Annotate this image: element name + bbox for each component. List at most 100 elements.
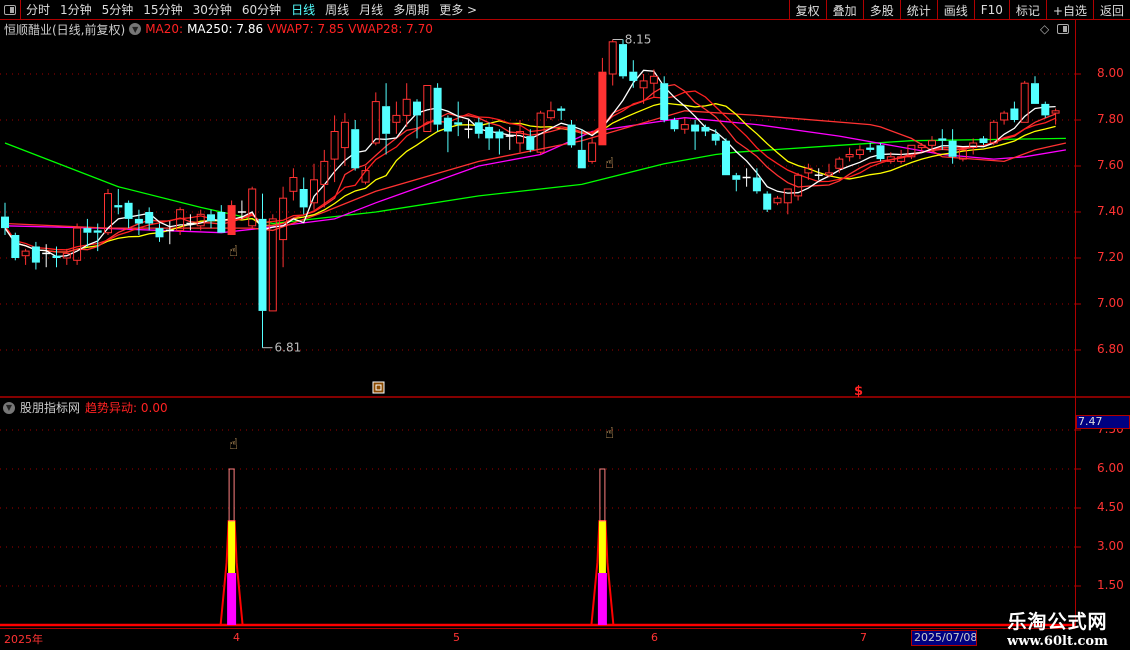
candle <box>361 166 370 185</box>
candle-body <box>969 142 978 149</box>
indicator-tick-label: 6.00 <box>1097 461 1124 475</box>
signal-magenta-bar <box>597 573 607 625</box>
tab-weekly[interactable]: 周线 <box>325 3 350 17</box>
candle-body <box>783 188 792 204</box>
candle-body <box>1020 82 1029 123</box>
candle-body <box>485 126 494 139</box>
period-toolbar: 分时 1分钟 5分钟 15分钟 30分钟 60分钟 日线 周线 月线 多周期 更… <box>0 0 1130 20</box>
tab-15min[interactable]: 15分钟 <box>143 3 183 17</box>
candle <box>546 101 555 120</box>
price-tick-label: 7.60 <box>1097 158 1124 172</box>
candle-body <box>938 138 947 141</box>
candle <box>577 129 586 169</box>
candle-body <box>145 212 154 224</box>
candle-body <box>310 179 318 204</box>
hand-pointer-icon: ☝ <box>605 154 614 172</box>
candle <box>752 168 761 194</box>
candle <box>660 76 669 123</box>
ma250-label: MA250: 7.86 <box>187 22 264 36</box>
candle-body <box>134 218 143 224</box>
candle-body <box>104 193 112 234</box>
candle <box>804 163 813 180</box>
price-tick-label: 7.40 <box>1097 204 1124 218</box>
candle-body <box>351 129 360 169</box>
multi-stock-button[interactable]: 多股 <box>862 0 900 20</box>
candle <box>454 101 463 137</box>
price-tick-label: 7.20 <box>1097 250 1124 264</box>
statistics-button[interactable]: 统计 <box>899 0 937 20</box>
candle <box>93 223 102 252</box>
candle <box>176 207 185 235</box>
candle-body <box>711 133 720 141</box>
candle <box>1051 108 1060 125</box>
candle-body <box>207 214 215 222</box>
mark-button[interactable]: 标记 <box>1008 0 1046 20</box>
candle-body <box>1031 83 1039 104</box>
candle <box>866 143 875 153</box>
candle <box>279 186 288 268</box>
candle <box>526 129 535 153</box>
candle-body <box>227 205 236 235</box>
candle <box>814 168 823 180</box>
tab-more[interactable]: 更多 > <box>439 3 478 17</box>
add-watchlist-button[interactable]: +自选 <box>1045 0 1093 20</box>
ma-yellow-line <box>4 102 1056 253</box>
candle-body <box>691 124 700 132</box>
right-axis-line <box>1075 20 1076 628</box>
candle-body <box>114 205 123 208</box>
overlay-button[interactable]: 叠加 <box>825 0 863 20</box>
candle <box>649 69 658 97</box>
f10-button[interactable]: F10 <box>973 0 1009 20</box>
candle-body <box>454 122 463 125</box>
candle-body <box>804 167 813 174</box>
tab-60min[interactable]: 60分钟 <box>241 3 282 17</box>
candle-body <box>886 156 895 162</box>
candle-body <box>320 160 329 185</box>
candle <box>567 120 576 148</box>
ma20-label: MA20: <box>145 22 184 36</box>
tab-5min[interactable]: 5分钟 <box>101 3 134 17</box>
candle-body <box>917 144 926 149</box>
candle-body <box>258 218 267 311</box>
candle <box>886 152 895 164</box>
candle-body <box>907 144 916 158</box>
chevron-down-icon[interactable]: ▼ <box>3 401 15 414</box>
candle <box>227 200 236 235</box>
chart-header: 恒顺醋业(日线,前复权) ▼ MA20: MA250: 7.86 VWAP7: … <box>4 21 433 37</box>
panel-toggle-button[interactable] <box>0 0 21 20</box>
candle-body <box>361 170 370 183</box>
panel-icon[interactable] <box>1057 24 1070 34</box>
candle-body <box>217 212 226 233</box>
dollar-marker-icon: $ <box>854 384 863 399</box>
diamond-icon[interactable]: ◇ <box>1040 22 1050 36</box>
candle-body <box>773 197 782 204</box>
candle <box>11 232 20 261</box>
candle <box>732 172 741 192</box>
candle-body <box>546 110 555 119</box>
candle-body <box>536 112 545 153</box>
candle-body <box>52 255 61 258</box>
candle-body <box>423 85 432 132</box>
candle <box>588 138 597 164</box>
candle-body <box>835 158 844 169</box>
candle <box>474 117 483 139</box>
adjust-button[interactable]: 复权 <box>788 0 826 20</box>
candle <box>938 129 947 150</box>
draw-line-button[interactable]: 画线 <box>936 0 974 20</box>
candle <box>722 138 730 176</box>
back-button[interactable]: 返回 <box>1092 0 1130 20</box>
cursor-value-box: 7.47 <box>1076 415 1130 429</box>
tab-intraday[interactable]: 分时 <box>26 3 51 17</box>
tab-1min[interactable]: 1分钟 <box>60 3 92 17</box>
candle <box>907 144 916 160</box>
tab-monthly[interactable]: 月线 <box>359 3 384 17</box>
candle-body <box>392 114 401 123</box>
tab-30min[interactable]: 30分钟 <box>192 3 232 17</box>
candle-body <box>567 124 576 146</box>
tab-multi-period[interactable]: 多周期 <box>393 3 430 17</box>
indicator-header: ▼ 股朋指标网 趋势异动: 0.00 <box>3 399 168 416</box>
candle <box>21 248 30 265</box>
tab-daily[interactable]: 日线 <box>291 3 316 17</box>
chevron-down-icon[interactable]: ▼ <box>129 23 142 35</box>
